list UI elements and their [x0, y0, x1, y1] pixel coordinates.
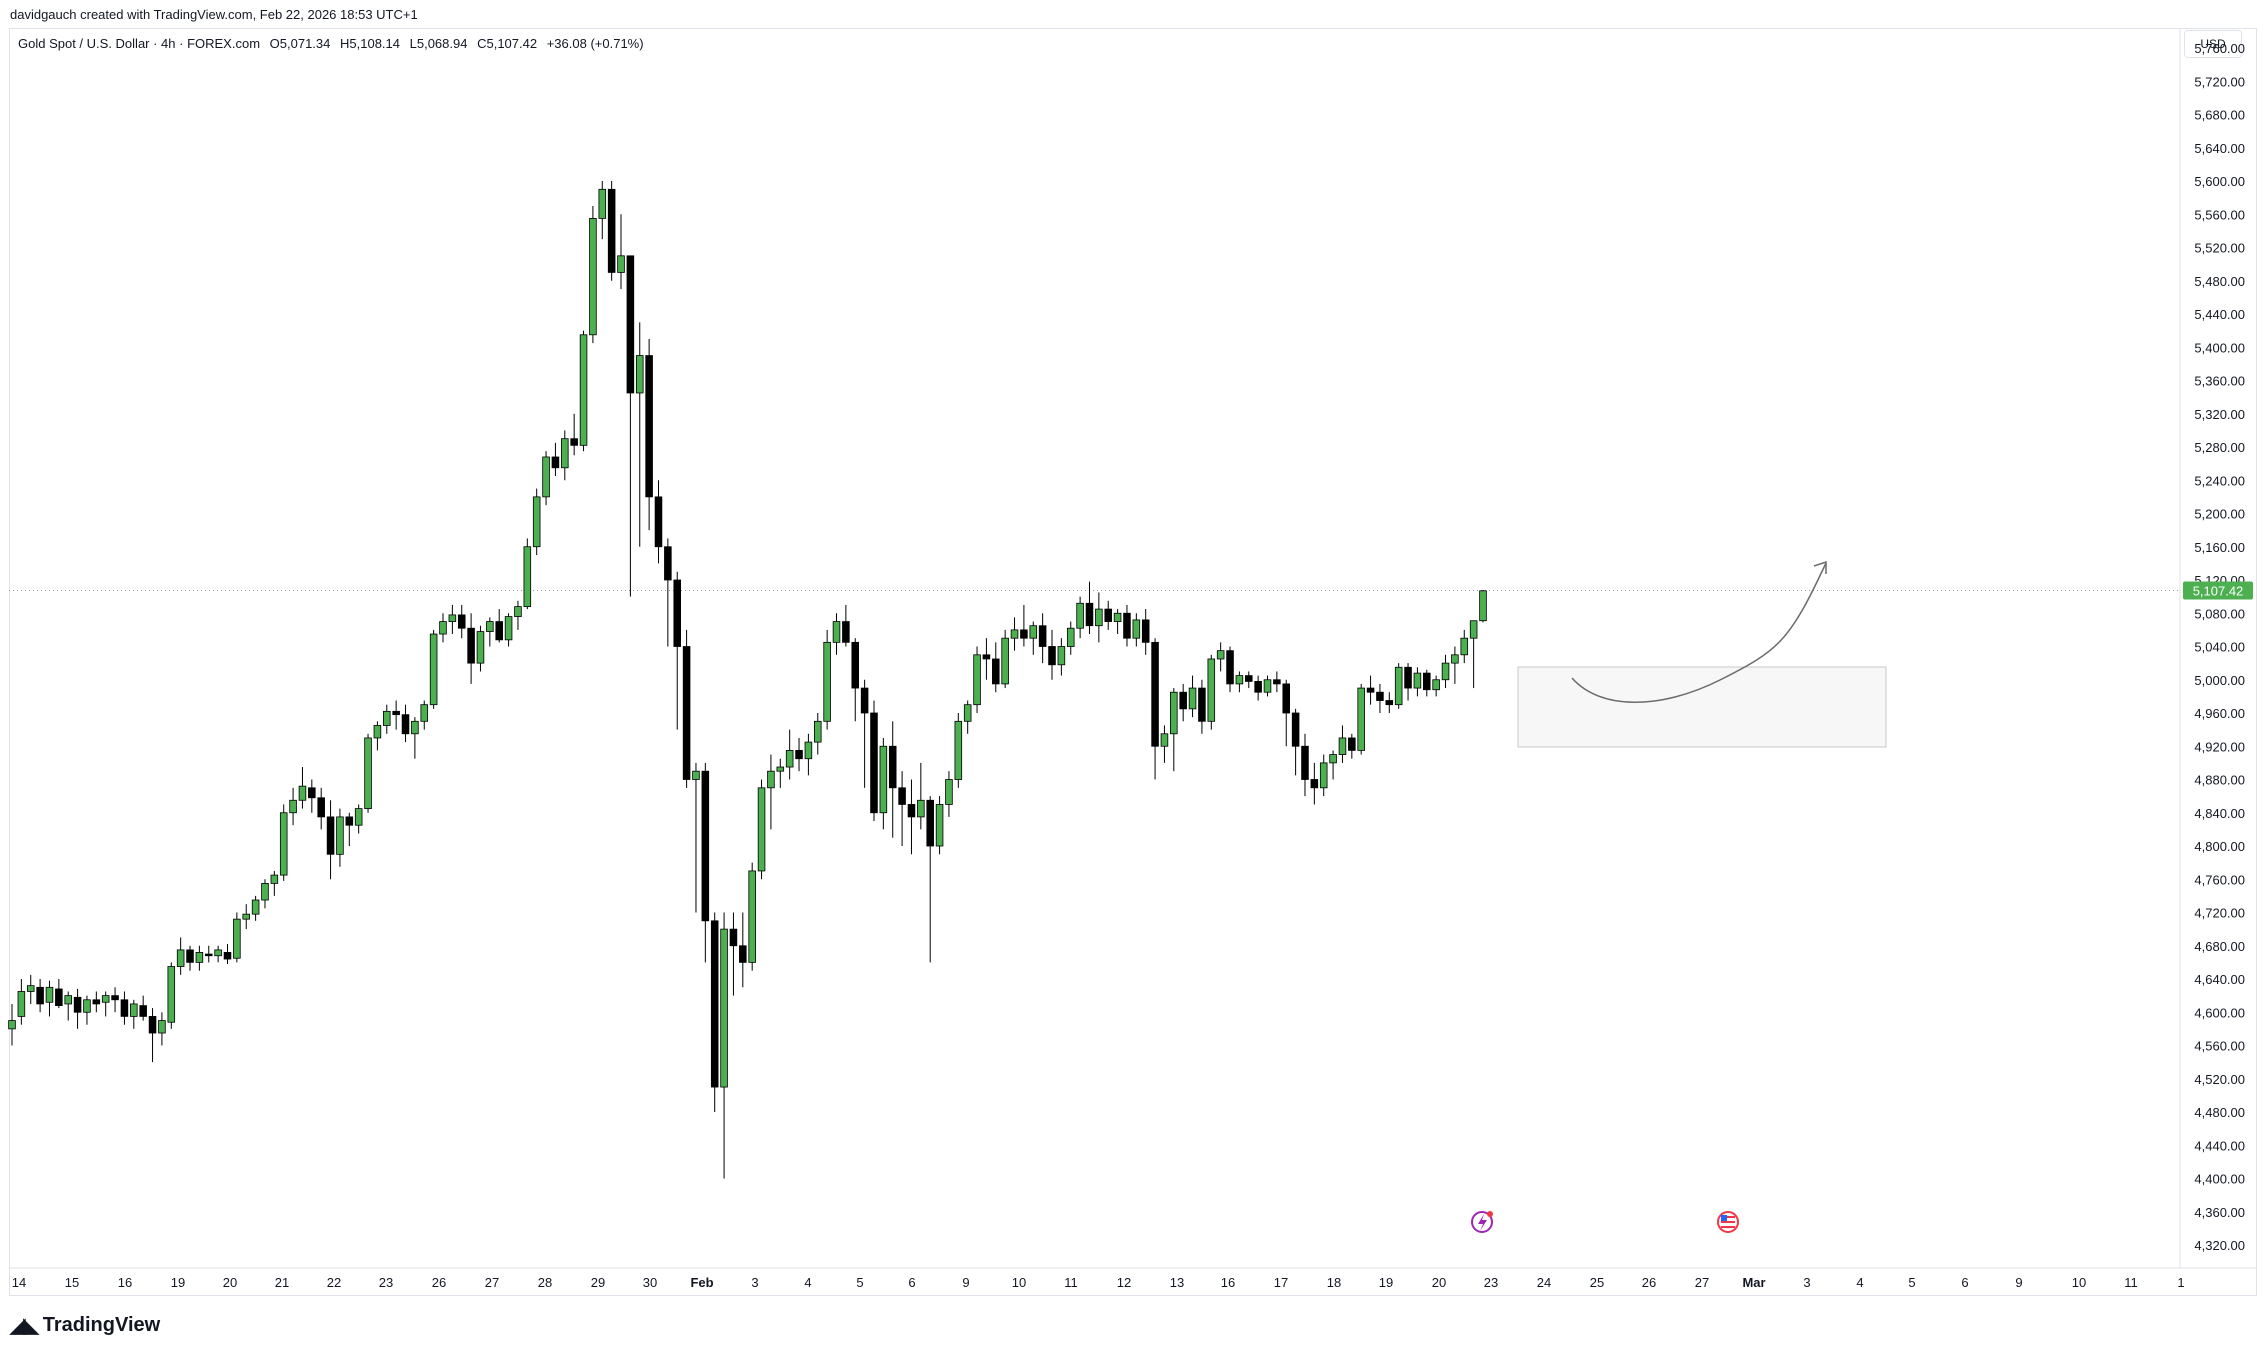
ohlc-change: +36.08 (+0.71%) — [546, 36, 644, 51]
ohlc-close: C5,107.42 — [477, 36, 538, 51]
chart-frame[interactable] — [9, 28, 2257, 1296]
brand-name: TradingView — [42, 1314, 161, 1336]
currency-selector[interactable]: USD — [2184, 30, 2242, 58]
ohlc-open: O5,071.34 — [269, 36, 331, 51]
ohlc-high: H5,108.14 — [340, 36, 400, 51]
symbol-title[interactable]: Gold Spot / U.S. Dollar · 4h · FOREX.com — [18, 36, 261, 51]
tradingview-logo[interactable]: ◢◣ TradingView — [10, 1313, 160, 1338]
symbol-legend[interactable]: Gold Spot / U.S. Dollar · 4h · FOREX.com… — [18, 36, 650, 51]
chart-caption: davidgauch created with TradingView.com,… — [10, 7, 418, 22]
tradingview-mark-icon: ◢◣ — [10, 1315, 39, 1337]
ohlc-low: L5,068.94 — [409, 36, 468, 51]
